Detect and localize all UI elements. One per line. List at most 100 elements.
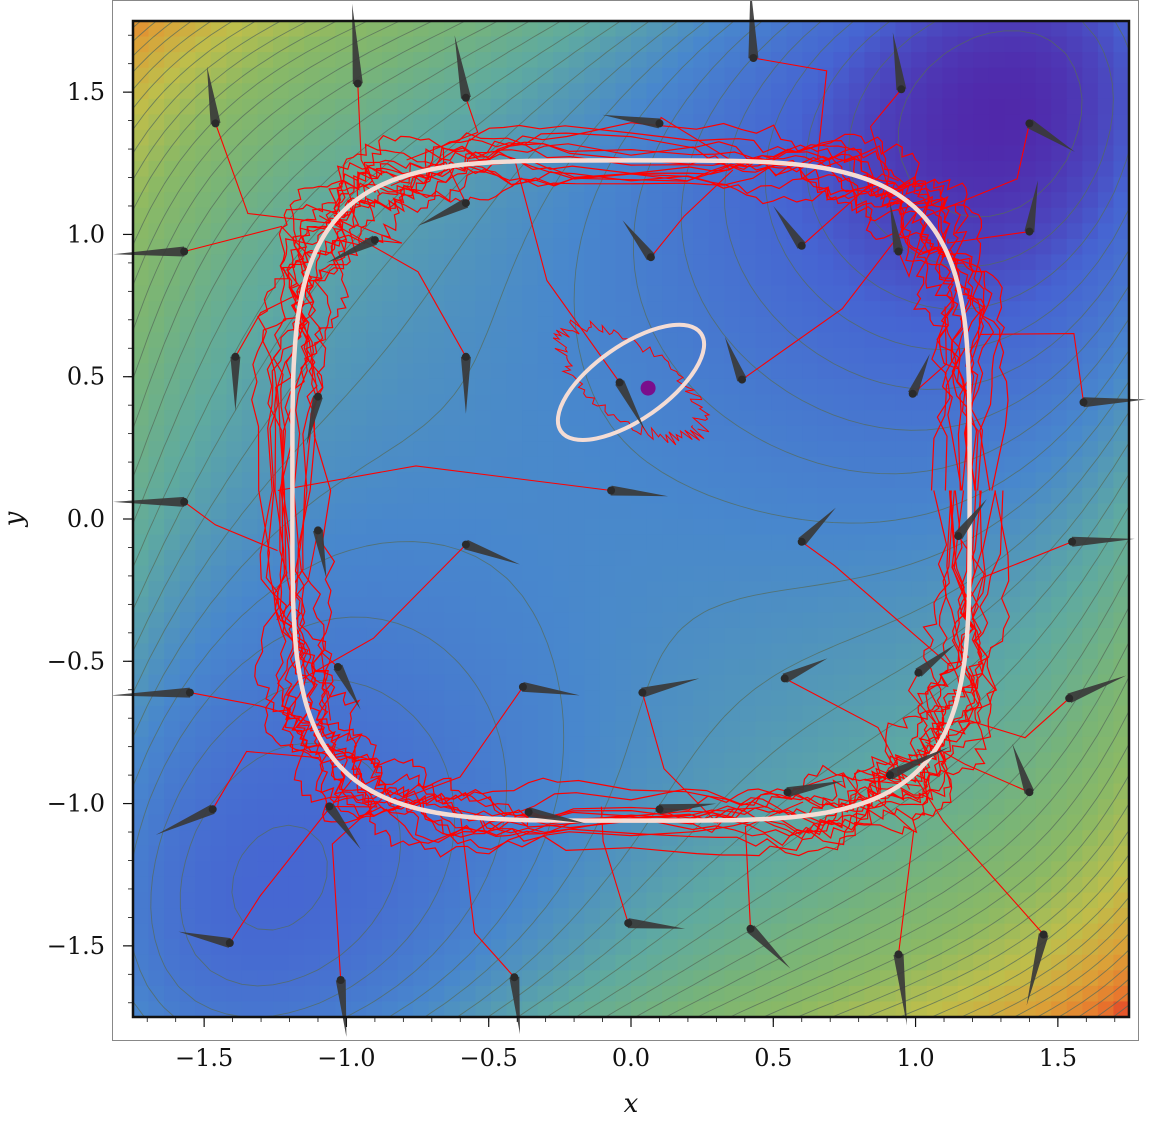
field-cell [584,612,601,629]
field-cell [615,985,632,1003]
field-cell [708,954,726,972]
field-cell [553,254,570,271]
trajectory-segment [801,541,952,667]
field-cell [957,145,975,162]
field-cell [1066,36,1084,53]
trajectory-segment [300,544,467,680]
field-cell [226,270,243,287]
field-cell [335,845,352,863]
field-cell [739,596,757,614]
field-cell [942,36,959,53]
field-cell [584,939,601,956]
start-point [655,805,664,814]
field-cell [490,503,508,520]
field-cell [1020,21,1037,38]
field-cell [568,207,586,225]
field-cell [179,519,196,536]
field-cell [537,363,554,380]
field-cell [911,114,928,131]
field-cell [1097,285,1115,302]
field-cell [786,83,803,100]
field-cell [599,876,617,894]
field-cell [833,285,850,302]
field-cell [241,285,259,302]
field-cell [771,270,788,287]
direction-arrow [786,780,845,798]
field-cell [864,565,881,582]
field-cell [1051,161,1068,178]
field-cell [802,674,819,691]
field-cell [273,721,290,738]
field-cell [755,363,772,380]
field-cell [708,456,726,474]
field-cell [537,970,554,987]
field-cell [241,67,259,84]
field-cell [475,845,492,863]
field-cell [615,316,632,333]
field-cell [708,410,726,427]
field-cell [506,410,523,427]
field-cell [724,410,741,427]
field-cell [693,83,710,100]
field-cell [179,161,196,178]
field-cell [397,456,414,474]
field-cell [693,908,710,925]
field-cell [413,690,430,707]
field-cell [584,441,601,458]
field-cell [942,21,959,38]
field-cell [1020,954,1037,972]
field-cell [335,21,352,38]
field-cell [226,814,243,831]
field-cell [708,301,726,318]
field-cell [724,970,741,987]
field-cell [210,736,228,754]
field-cell [817,394,835,411]
field-cell [911,425,928,442]
field-cell [584,845,601,863]
field-cell [257,768,274,785]
field-cell [397,565,414,582]
field-cell [444,954,461,972]
field-cell [1066,223,1084,240]
field-cell [724,768,741,785]
field-cell [988,830,1006,847]
field-cell [708,332,726,349]
field-cell [522,752,539,769]
field-cell [1035,985,1052,1003]
field-cell [210,861,228,878]
field-cell [459,519,477,536]
field-cell [1004,627,1021,645]
field-cell [1035,674,1052,691]
field-cell [1066,612,1084,629]
field-cell [880,659,897,676]
field-cell [148,643,165,660]
field-cell [1097,21,1115,38]
field-cell [1020,876,1037,894]
field-cell [988,425,1006,442]
field-cell [599,534,617,551]
field-cell [848,347,866,365]
field-cell [1020,814,1037,831]
field-cell [739,736,757,754]
field-cell [1035,612,1052,629]
field-cell [1097,254,1115,271]
field-cell [273,176,290,193]
field-cell [615,285,632,302]
start-point [1068,537,1077,546]
field-cell [1113,659,1129,676]
field-cell [1082,705,1099,723]
field-cell [926,627,943,645]
field-cell [864,519,881,536]
field-cell [646,845,663,863]
field-cell [522,425,539,442]
field-cell [724,192,741,209]
field-cell [1097,176,1115,193]
field-cell [895,487,912,505]
field-cell [895,861,912,878]
field-cell [662,627,679,645]
field-cell [1082,207,1099,225]
field-cell [1020,985,1037,1003]
field-cell [257,67,274,84]
field-cell [662,845,679,863]
field-cell [350,270,368,287]
